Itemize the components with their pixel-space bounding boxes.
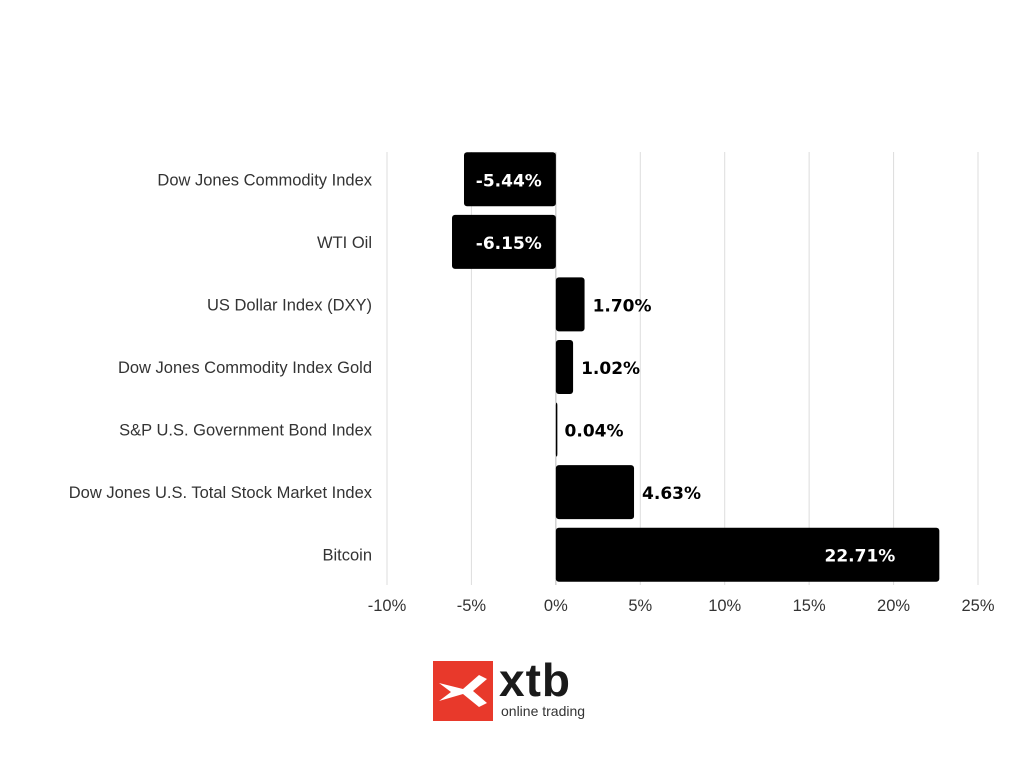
data-label: 4.63% bbox=[642, 484, 701, 504]
xtb-logo-mark-icon bbox=[433, 661, 493, 721]
bar bbox=[555, 340, 574, 394]
data-label: -6.15% bbox=[476, 234, 542, 254]
bar bbox=[452, 214, 556, 269]
x-tick-label: 15% bbox=[793, 597, 826, 615]
category-label: Dow Jones Commodity Index bbox=[157, 171, 372, 189]
xtb-logo: xtb online trading bbox=[433, 655, 603, 723]
data-label: 0.04% bbox=[565, 422, 624, 442]
x-tick-label: 5% bbox=[628, 597, 652, 615]
bar bbox=[555, 277, 585, 332]
category-label: US Dollar Index (DXY) bbox=[207, 296, 372, 314]
data-label: -5.44% bbox=[476, 171, 542, 191]
x-tick-label: 0% bbox=[544, 597, 568, 615]
x-tick-label: 25% bbox=[961, 597, 994, 615]
category-label: S&P U.S. Government Bond Index bbox=[119, 422, 373, 440]
data-label: 22.71% bbox=[825, 547, 896, 567]
x-tick-label: 20% bbox=[877, 597, 910, 615]
x-tick-label: 10% bbox=[708, 597, 741, 615]
data-label: 1.02% bbox=[581, 359, 640, 379]
category-label: WTI Oil bbox=[317, 234, 372, 252]
bar-chart: -10% -5% 0% 5% 10% 15% 20% 25% Dow Jones Commodi… bbox=[69, 152, 995, 615]
x-tick-label: -10% bbox=[368, 597, 407, 615]
bar bbox=[463, 152, 556, 207]
category-label: Dow Jones U.S. Total Stock Market Index bbox=[69, 484, 373, 502]
bar bbox=[555, 527, 940, 582]
x-tick-label: -5% bbox=[457, 597, 487, 615]
bar bbox=[555, 465, 635, 520]
data-label: 1.70% bbox=[593, 296, 652, 316]
category-label: Bitcoin bbox=[322, 547, 372, 565]
logo-tagline: online trading bbox=[501, 703, 586, 719]
category-label: Dow Jones Commodity Index Gold bbox=[118, 359, 372, 377]
bar bbox=[555, 402, 558, 457]
logo-wordmark: xtb bbox=[499, 654, 571, 706]
